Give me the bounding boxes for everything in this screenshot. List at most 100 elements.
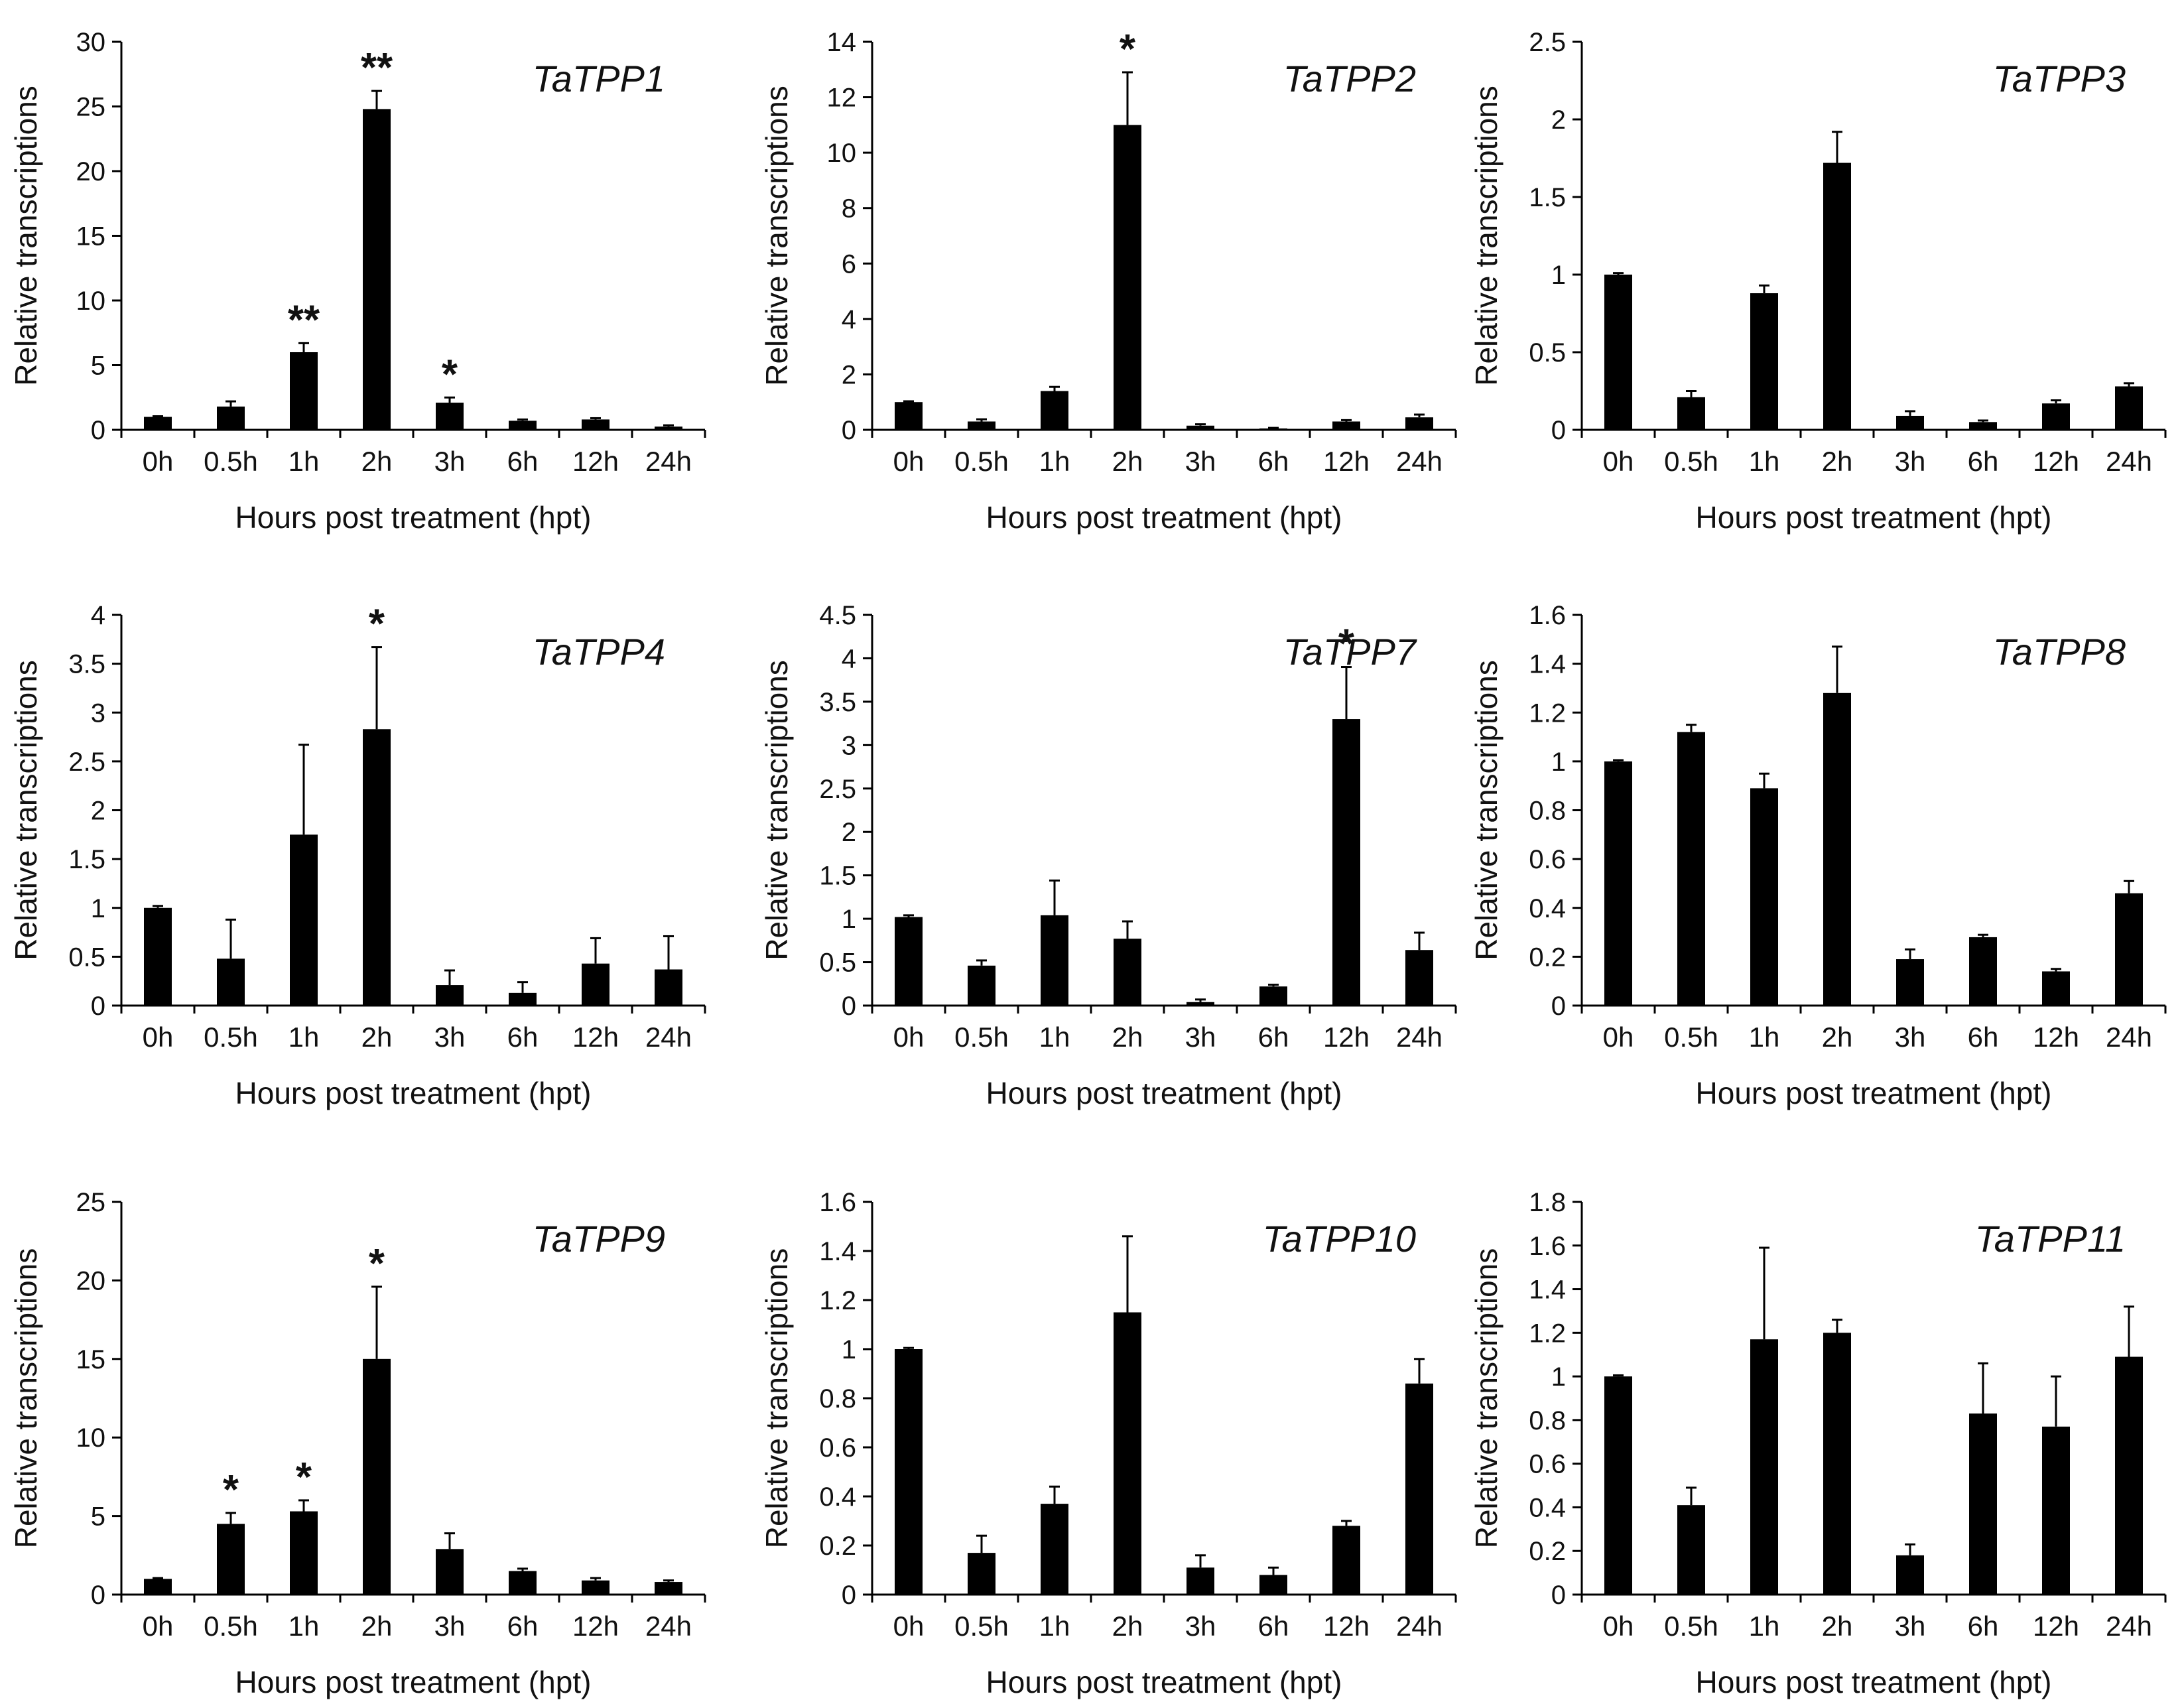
y-tick-label: 0 [842, 416, 856, 445]
bar-12h [2042, 1426, 2070, 1595]
bar-2h [1823, 1333, 1851, 1595]
bar-3h [1896, 415, 1924, 430]
chart-panel-tatpp2: 0 2 4 6 8 10 12 14 0h 0.5h 1h 2h * 3h 6h 12h 24h TaTPP2 Ho… [759, 27, 1457, 535]
y-tick-label: 4 [91, 601, 105, 630]
x-tick-label: 6h [1968, 1021, 1999, 1053]
x-tick-label: 0.5h [1664, 446, 1718, 477]
x-tick-label: 3h [1185, 446, 1216, 477]
x-tick-label: 0h [893, 446, 925, 477]
y-tick-label: 25 [76, 93, 106, 122]
x-tick-label: 12h [2033, 1021, 2079, 1053]
y-tick-label: 1.2 [819, 1286, 856, 1315]
x-tick-label: 0h [1603, 1021, 1634, 1053]
x-tick-label: 6h [1258, 1610, 1289, 1642]
x-tick-label: 24h [2106, 1021, 2152, 1053]
bar-0h [1604, 275, 1632, 430]
x-axis-label: Hours post treatment (hpt) [986, 500, 1342, 535]
bar-12h [2042, 403, 2070, 430]
y-tick-label: 0.8 [1529, 1406, 1566, 1435]
y-tick-label: 1.5 [1529, 183, 1566, 212]
x-axis-label: Hours post treatment (hpt) [235, 1665, 592, 1699]
bar-12h [2042, 971, 2070, 1006]
bar-24h [1405, 1383, 1433, 1595]
y-axis-label: Relative transcriptions [9, 1248, 43, 1549]
bar-2h [1114, 939, 1141, 1006]
x-tick-label: 0.5h [954, 446, 1009, 477]
y-tick-label: 0 [842, 1581, 856, 1610]
x-axis-label: Hours post treatment (hpt) [1696, 500, 2052, 535]
y-tick-label: 10 [76, 287, 106, 316]
bar-0.5h [217, 958, 245, 1006]
bar-0h [895, 1349, 923, 1595]
bar-1h [1750, 293, 1778, 430]
bar-0.5h [1677, 732, 1705, 1006]
bar-24h [655, 969, 682, 1006]
y-tick-label: 1.4 [1529, 1276, 1566, 1305]
x-tick-label: 0h [893, 1610, 925, 1642]
y-tick-label: 0.4 [819, 1482, 856, 1512]
bar-2h [363, 729, 391, 1006]
x-axis-label: Hours post treatment (hpt) [986, 1665, 1342, 1699]
bar-1h [1750, 1339, 1778, 1595]
chart-panel-tatpp9: 0 5 10 15 20 25 0h 0.5h * 1h * 2h * 3h 6h 12h 24h TaTPP9 H… [9, 1188, 706, 1699]
bar-1h [290, 352, 318, 430]
y-axis-label: Relative transcriptions [759, 86, 794, 386]
x-axis-label: Hours post treatment (hpt) [1696, 1665, 2052, 1699]
bar-3h [1187, 425, 1214, 430]
bar-12h [1332, 1526, 1360, 1595]
bar-24h [2115, 893, 2143, 1006]
y-tick-label: 0.2 [1529, 1537, 1566, 1566]
y-tick-label: 6 [842, 249, 856, 279]
x-tick-label: 1h [289, 446, 320, 477]
x-tick-label: 1h [289, 1021, 320, 1053]
bar-1h [1041, 915, 1068, 1006]
bar-0.5h [1677, 397, 1705, 430]
x-axis-label: Hours post treatment (hpt) [235, 1076, 592, 1110]
bar-6h [1259, 428, 1287, 430]
x-tick-label: 0.5h [954, 1021, 1009, 1053]
bar-2h [1114, 1312, 1141, 1595]
y-tick-label: 3.5 [819, 688, 856, 717]
x-tick-label: 2h [361, 446, 393, 477]
y-tick-label: 1.8 [1529, 1188, 1566, 1217]
y-tick-label: 0.6 [1529, 845, 1566, 874]
bar-0h [1604, 761, 1632, 1006]
bar-6h [1969, 1413, 1997, 1595]
y-tick-label: 0.5 [68, 943, 105, 972]
bar-24h [1405, 950, 1433, 1006]
bar-0.5h [968, 421, 995, 430]
x-tick-label: 2h [1112, 1610, 1143, 1642]
y-tick-label: 0.2 [819, 1532, 856, 1561]
y-axis-label: Relative transcriptions [759, 1248, 794, 1549]
y-tick-label: 0.4 [1529, 1493, 1566, 1522]
x-tick-label: 6h [1258, 446, 1289, 477]
x-tick-label: 3h [1895, 446, 1926, 477]
x-tick-label: 3h [434, 1610, 466, 1642]
significance-marker: * [296, 1455, 312, 1500]
bar-24h [655, 1582, 682, 1595]
y-tick-label: 1.4 [819, 1237, 856, 1266]
x-tick-label: 0h [893, 1021, 925, 1053]
x-tick-label: 2h [1112, 1021, 1143, 1053]
bar-12h [582, 419, 610, 430]
y-tick-label: 0 [1551, 992, 1566, 1021]
y-tick-label: 1 [842, 1335, 856, 1364]
bar-1h [290, 1511, 318, 1595]
y-tick-label: 30 [76, 28, 106, 57]
y-tick-label: 1.5 [68, 845, 105, 874]
bar-0.5h [217, 1524, 245, 1595]
x-tick-label: 12h [1323, 446, 1370, 477]
panel-title: TaTPP7 [1283, 631, 1417, 673]
x-tick-label: 24h [1396, 446, 1443, 477]
chart-panel-tatpp1: 0 5 10 15 20 25 30 0h 0.5h 1h ** 2h ** 3h * 6h 12h 24h TaT… [9, 28, 706, 535]
x-tick-label: 12h [1323, 1021, 1370, 1053]
bar-24h [1405, 417, 1433, 430]
y-tick-label: 10 [76, 1423, 106, 1453]
bar-24h [2115, 1356, 2143, 1595]
bar-2h [1114, 125, 1141, 430]
y-tick-label: 2.5 [819, 775, 856, 804]
bar-2h [363, 109, 391, 430]
bar-6h [509, 1571, 537, 1595]
x-tick-label: 12h [2033, 446, 2079, 477]
panel-title: TaTPP1 [533, 58, 665, 99]
